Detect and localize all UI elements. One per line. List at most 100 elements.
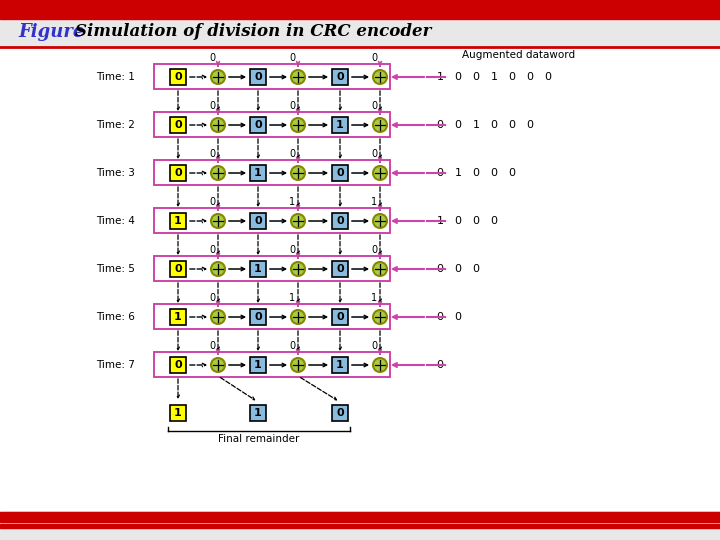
Text: 1: 1 [174, 408, 182, 418]
Text: 0: 0 [472, 168, 480, 178]
Text: Time: 3: Time: 3 [96, 168, 135, 178]
Text: 1: 1 [289, 293, 295, 303]
FancyBboxPatch shape [332, 165, 348, 181]
Bar [0, 47, 720, 510]
Text: Time: 6: Time: 6 [96, 312, 135, 322]
Bar [0, 524, 720, 528]
Text: Time: 7: Time: 7 [96, 360, 135, 370]
FancyBboxPatch shape [170, 309, 186, 325]
FancyBboxPatch shape [332, 405, 348, 421]
Text: 0: 0 [490, 168, 498, 178]
FancyBboxPatch shape [170, 213, 186, 229]
Text: Simulation of division in CRC encoder: Simulation of division in CRC encoder [75, 24, 431, 40]
Text: 0: 0 [454, 264, 462, 274]
Text: 0: 0 [254, 120, 262, 130]
Circle shape [291, 310, 305, 324]
Circle shape [211, 214, 225, 228]
Text: 0: 0 [336, 216, 344, 226]
Text: 0: 0 [289, 101, 295, 111]
Text: 0: 0 [472, 72, 480, 82]
Text: 0: 0 [289, 53, 295, 63]
Text: Time: 5: Time: 5 [96, 264, 135, 274]
Circle shape [373, 310, 387, 324]
Circle shape [291, 214, 305, 228]
Text: Figure: Figure [18, 23, 84, 41]
Circle shape [211, 118, 225, 132]
Text: 0: 0 [472, 216, 480, 226]
Text: 0: 0 [174, 72, 182, 82]
Text: 1: 1 [436, 72, 444, 82]
Bar [0, 0, 720, 14]
Text: 1: 1 [371, 197, 377, 207]
Text: 0: 0 [436, 360, 444, 370]
Text: 0: 0 [371, 341, 377, 351]
Circle shape [291, 118, 305, 132]
Circle shape [291, 262, 305, 276]
Text: 0: 0 [371, 53, 377, 63]
Text: 0: 0 [174, 360, 182, 370]
Text: 1: 1 [254, 264, 262, 274]
Text: 0: 0 [174, 120, 182, 130]
Text: 0: 0 [209, 101, 215, 111]
Text: 0: 0 [490, 120, 498, 130]
Text: 0: 0 [454, 312, 462, 322]
Text: 0: 0 [209, 341, 215, 351]
Text: Time: 4: Time: 4 [96, 216, 135, 226]
Text: Time: 1: Time: 1 [96, 72, 135, 82]
Bar [0, 15, 720, 19]
Text: Time: 2: Time: 2 [96, 120, 135, 130]
Text: 0: 0 [508, 168, 516, 178]
Text: 0: 0 [472, 264, 480, 274]
Text: 1: 1 [336, 360, 344, 370]
Text: 0: 0 [454, 120, 462, 130]
Text: 0: 0 [436, 168, 444, 178]
FancyBboxPatch shape [250, 309, 266, 325]
FancyBboxPatch shape [250, 117, 266, 133]
Text: 0: 0 [508, 120, 516, 130]
Text: 0: 0 [174, 168, 182, 178]
Text: 1: 1 [289, 197, 295, 207]
FancyBboxPatch shape [250, 69, 266, 85]
Circle shape [211, 310, 225, 324]
Text: 1: 1 [174, 312, 182, 322]
Text: 0: 0 [436, 264, 444, 274]
Text: 0: 0 [174, 264, 182, 274]
FancyBboxPatch shape [332, 69, 348, 85]
Text: 0: 0 [289, 341, 295, 351]
Bar [0, 512, 720, 522]
Text: 1: 1 [371, 293, 377, 303]
Text: 1: 1 [254, 168, 262, 178]
Circle shape [373, 166, 387, 180]
Circle shape [291, 166, 305, 180]
Text: 0: 0 [336, 408, 344, 418]
Text: 1: 1 [254, 408, 262, 418]
FancyBboxPatch shape [250, 261, 266, 277]
FancyBboxPatch shape [170, 405, 186, 421]
Text: 0: 0 [289, 149, 295, 159]
FancyBboxPatch shape [250, 165, 266, 181]
FancyBboxPatch shape [250, 213, 266, 229]
Text: 0: 0 [454, 216, 462, 226]
Text: 1: 1 [254, 360, 262, 370]
Circle shape [211, 70, 225, 84]
Text: 0: 0 [336, 264, 344, 274]
Text: 0: 0 [436, 312, 444, 322]
Text: 1: 1 [454, 168, 462, 178]
Text: 0: 0 [371, 245, 377, 255]
Text: 0: 0 [490, 216, 498, 226]
Text: 1: 1 [472, 120, 480, 130]
FancyBboxPatch shape [170, 117, 186, 133]
Text: 0: 0 [289, 245, 295, 255]
Text: 0: 0 [508, 72, 516, 82]
Text: 0: 0 [436, 120, 444, 130]
FancyBboxPatch shape [170, 357, 186, 373]
Circle shape [373, 358, 387, 372]
Text: 0: 0 [371, 101, 377, 111]
Text: 0: 0 [254, 312, 262, 322]
Circle shape [373, 214, 387, 228]
Text: 0: 0 [371, 149, 377, 159]
Text: 0: 0 [209, 293, 215, 303]
FancyBboxPatch shape [332, 117, 348, 133]
Text: 0: 0 [526, 120, 534, 130]
FancyBboxPatch shape [170, 69, 186, 85]
